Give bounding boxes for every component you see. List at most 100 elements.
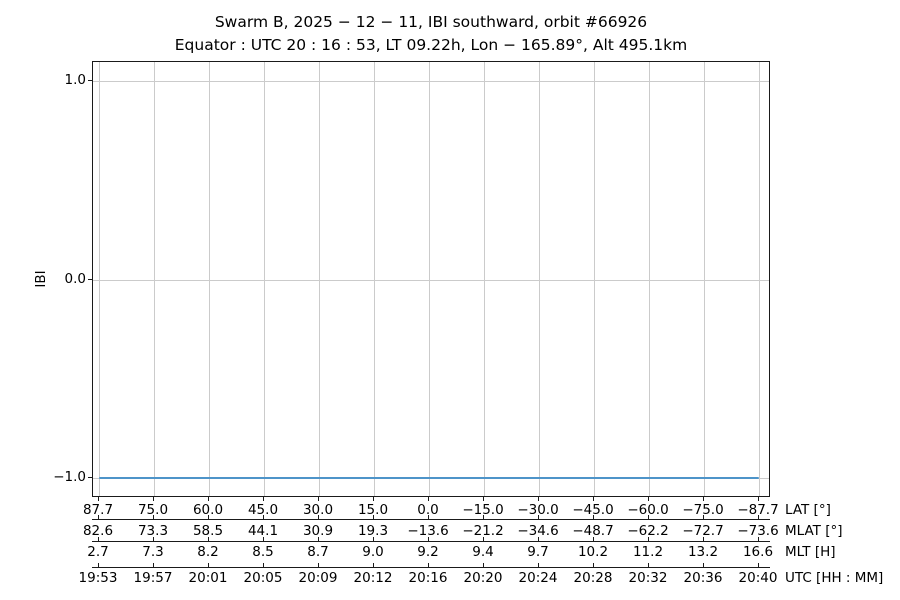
x-tick-label: 7.3 bbox=[142, 543, 164, 560]
x-tick-label: −75.0 bbox=[682, 501, 724, 518]
vertical-gridline bbox=[758, 62, 760, 496]
x-tick-mark bbox=[372, 515, 374, 519]
plot-area bbox=[92, 61, 770, 497]
x-tick-mark bbox=[427, 515, 429, 519]
x-tick-label: −73.6 bbox=[737, 522, 779, 539]
x-tick-mark bbox=[372, 563, 374, 567]
vertical-gridline bbox=[263, 62, 265, 496]
x-tick-label: 30.0 bbox=[302, 501, 334, 518]
axis-row-label: MLAT [°] bbox=[785, 522, 843, 539]
x-tick-label: 20:36 bbox=[683, 569, 723, 586]
x-tick-mark bbox=[537, 497, 539, 501]
x-tick-label: 19:57 bbox=[133, 569, 173, 586]
x-tick-label: 20:01 bbox=[188, 569, 228, 586]
x-tick-mark bbox=[427, 497, 429, 501]
x-tick-label: 19:53 bbox=[78, 569, 118, 586]
horizontal-gridline bbox=[93, 81, 769, 83]
x-tick-mark bbox=[262, 537, 264, 541]
x-tick-mark bbox=[702, 563, 704, 567]
x-tick-label: 11.2 bbox=[632, 543, 664, 560]
x-tick-mark bbox=[482, 515, 484, 519]
x-tick-mark bbox=[317, 515, 319, 519]
chart-titles: Swarm B, 2025 − 12 − 11, IBI southward, … bbox=[92, 11, 770, 57]
y-tick-label: 0.0 bbox=[64, 270, 86, 287]
sub-axis-line bbox=[92, 519, 770, 520]
vertical-gridline bbox=[703, 62, 705, 496]
x-tick-label: 20:12 bbox=[353, 569, 393, 586]
vertical-gridline bbox=[428, 62, 430, 496]
x-tick-label: 16.6 bbox=[742, 543, 774, 560]
x-tick-label: 20:24 bbox=[518, 569, 558, 586]
x-tick-label: 9.4 bbox=[472, 543, 494, 560]
x-tick-label: 20:16 bbox=[408, 569, 448, 586]
x-tick-mark bbox=[482, 537, 484, 541]
x-tick-label: 13.2 bbox=[687, 543, 719, 560]
x-tick-mark bbox=[647, 563, 649, 567]
x-tick-mark bbox=[97, 515, 99, 519]
axis-row-label: MLT [H] bbox=[785, 543, 836, 560]
x-tick-mark bbox=[702, 537, 704, 541]
x-tick-label: 73.3 bbox=[137, 522, 169, 539]
x-tick-mark bbox=[152, 537, 154, 541]
x-tick-label: −62.2 bbox=[627, 522, 669, 539]
x-tick-mark bbox=[317, 497, 319, 501]
vertical-gridline bbox=[538, 62, 540, 496]
x-tick-mark bbox=[207, 563, 209, 567]
ibi-data-line bbox=[99, 476, 759, 480]
x-tick-mark bbox=[372, 497, 374, 501]
chart-subtitle: Equator : UTC 20 : 16 : 53, LT 09.22h, L… bbox=[174, 36, 688, 54]
x-tick-mark bbox=[317, 563, 319, 567]
vertical-gridline bbox=[98, 62, 100, 496]
x-tick-mark bbox=[647, 515, 649, 519]
x-tick-label: 87.7 bbox=[82, 501, 114, 518]
x-tick-mark bbox=[647, 537, 649, 541]
x-tick-mark bbox=[702, 497, 704, 501]
x-tick-mark bbox=[152, 515, 154, 519]
chart-title: Swarm B, 2025 − 12 − 11, IBI southward, … bbox=[214, 13, 648, 31]
x-tick-label: 20:32 bbox=[628, 569, 668, 586]
x-tick-mark bbox=[537, 515, 539, 519]
x-tick-mark bbox=[592, 497, 594, 501]
x-tick-mark bbox=[317, 537, 319, 541]
x-tick-label: 44.1 bbox=[247, 522, 279, 539]
x-tick-mark bbox=[482, 497, 484, 501]
x-tick-mark bbox=[207, 515, 209, 519]
x-tick-label: −72.7 bbox=[682, 522, 724, 539]
x-tick-label: 19.3 bbox=[357, 522, 389, 539]
x-tick-label: −21.2 bbox=[462, 522, 504, 539]
x-tick-label: −48.7 bbox=[572, 522, 614, 539]
x-tick-label: 60.0 bbox=[192, 501, 224, 518]
vertical-gridline bbox=[153, 62, 155, 496]
x-tick-mark bbox=[702, 515, 704, 519]
x-tick-mark bbox=[482, 563, 484, 567]
x-tick-mark bbox=[152, 497, 154, 501]
vertical-gridline bbox=[483, 62, 485, 496]
x-tick-label: 9.7 bbox=[527, 543, 549, 560]
x-tick-mark bbox=[592, 515, 594, 519]
x-tick-mark bbox=[537, 537, 539, 541]
x-tick-mark bbox=[262, 515, 264, 519]
x-tick-mark bbox=[207, 497, 209, 501]
axis-row-label: UTC [HH : MM] bbox=[785, 569, 884, 586]
x-tick-mark bbox=[757, 515, 759, 519]
y-tick-mark bbox=[88, 476, 92, 478]
x-tick-mark bbox=[262, 497, 264, 501]
x-tick-mark bbox=[97, 563, 99, 567]
axis-row-label: LAT [°] bbox=[785, 501, 831, 518]
x-tick-label: 20:40 bbox=[738, 569, 778, 586]
x-tick-label: 20:09 bbox=[298, 569, 338, 586]
x-tick-mark bbox=[262, 563, 264, 567]
x-tick-mark bbox=[647, 497, 649, 501]
vertical-gridline bbox=[373, 62, 375, 496]
x-tick-label: 0.0 bbox=[417, 501, 439, 518]
x-tick-label: 15.0 bbox=[357, 501, 389, 518]
y-tick-mark bbox=[88, 80, 92, 82]
vertical-gridline bbox=[593, 62, 595, 496]
x-tick-label: 20:05 bbox=[243, 569, 283, 586]
x-tick-mark bbox=[372, 537, 374, 541]
x-tick-label: 8.5 bbox=[252, 543, 274, 560]
x-tick-label: 20:20 bbox=[463, 569, 503, 586]
sub-axis-line bbox=[92, 541, 770, 542]
x-tick-label: −87.7 bbox=[737, 501, 779, 518]
x-tick-mark bbox=[537, 563, 539, 567]
